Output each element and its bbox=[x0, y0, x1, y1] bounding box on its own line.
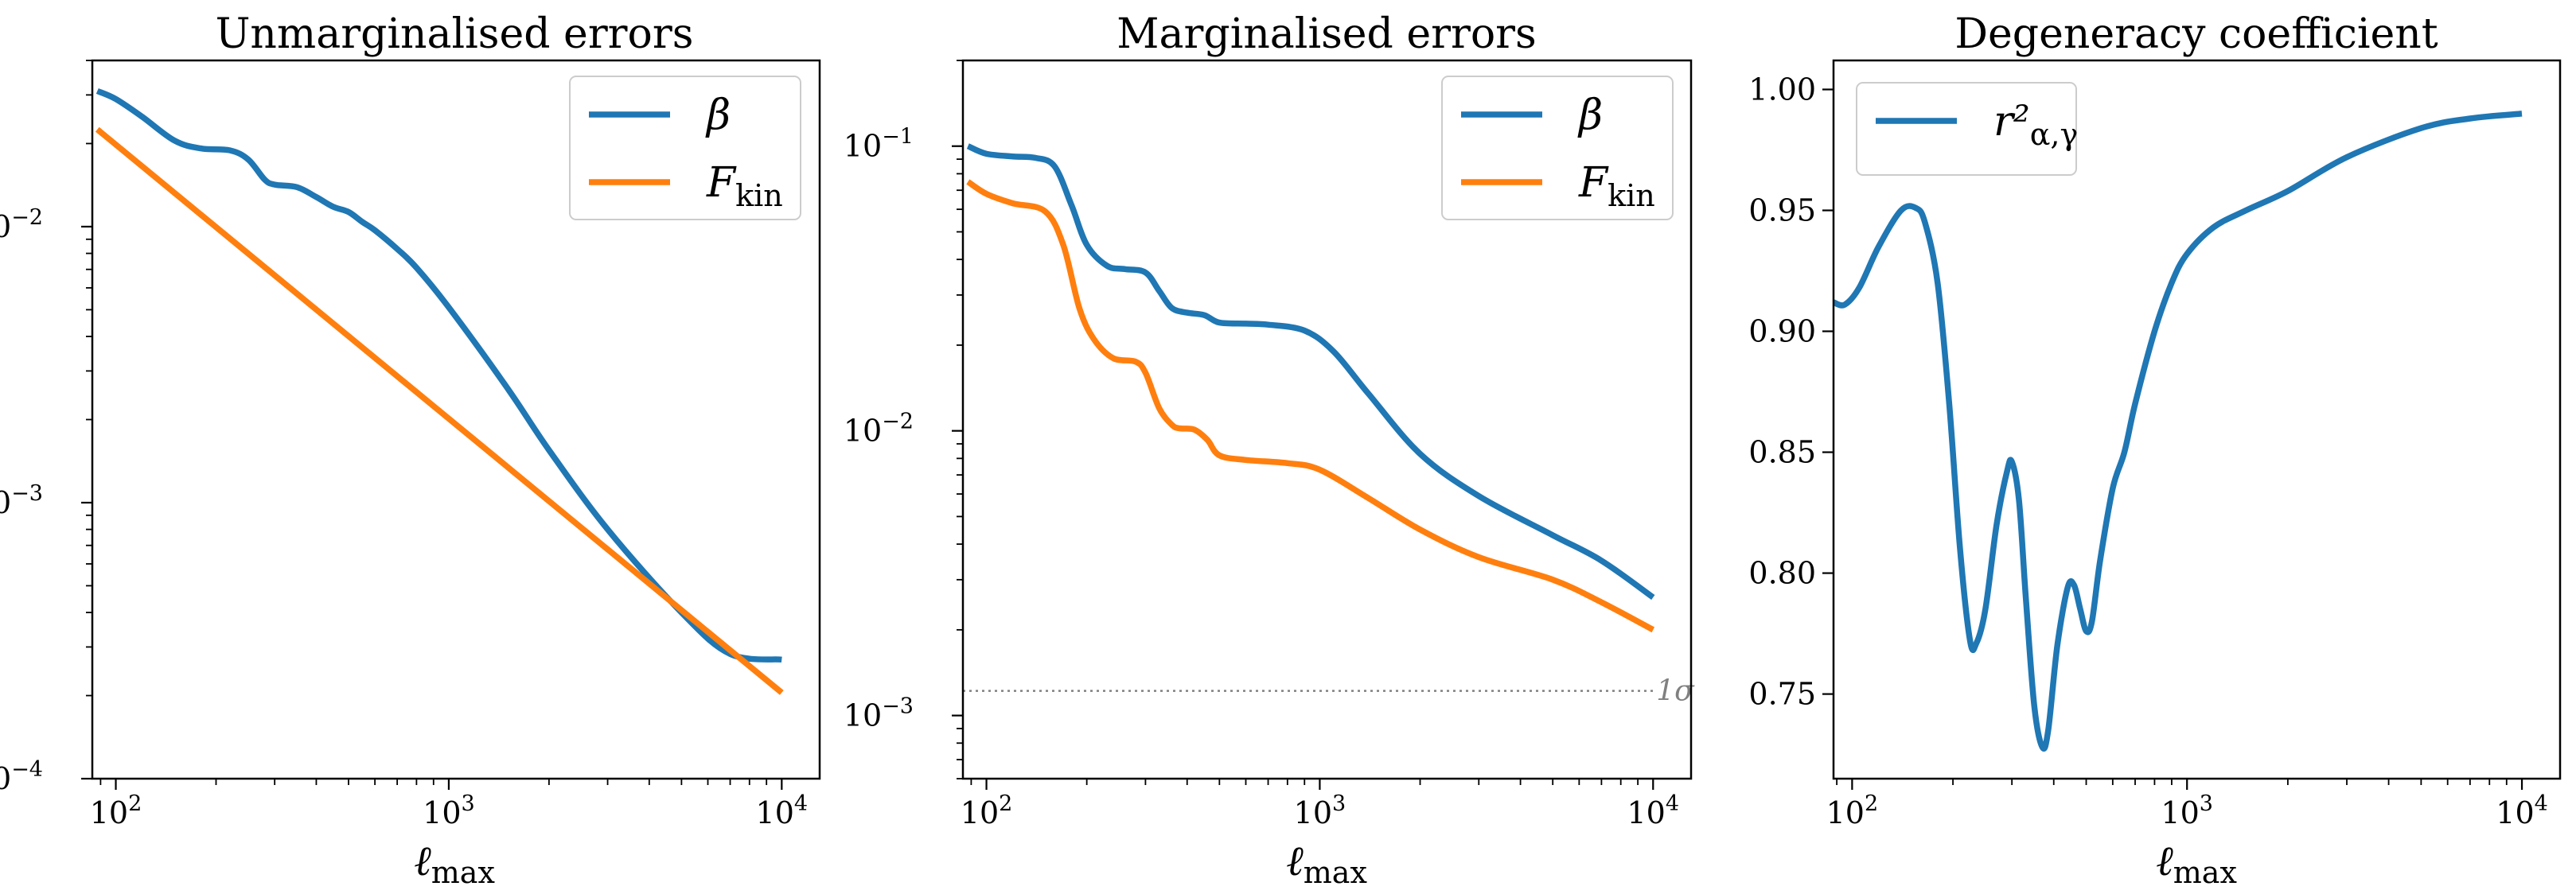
legend-entry-label: Fkin bbox=[1578, 159, 1655, 213]
chart-title: Degeneracy coefficient bbox=[1954, 10, 2438, 58]
y-tick-label: 10−1 bbox=[844, 125, 914, 164]
plot-area: 102 103 104 10−3 10−2 10−1 1σ β Fkin bbox=[844, 60, 1695, 830]
y-tick-label: 10−3 bbox=[0, 481, 43, 520]
x-axis-label: ℓmax bbox=[1286, 838, 1367, 890]
legend-entry-label: β bbox=[1577, 91, 1603, 139]
plot-area: 102 103 104 0.75 0.80 0.85 0.90 0.95 1.00 r²α,γ bbox=[1748, 72, 2547, 830]
x-tick-label: 102 bbox=[90, 791, 142, 830]
series-line-blue bbox=[966, 143, 1655, 601]
y-tick-label: 10−2 bbox=[844, 410, 914, 449]
y-tick-label: 10−2 bbox=[0, 205, 43, 244]
legend-entry-label: r²α,γ bbox=[1993, 98, 2078, 152]
x-tick-label: 102 bbox=[1826, 791, 1879, 830]
series-line-blue bbox=[95, 87, 782, 663]
y-tick-label: 1.00 bbox=[1748, 72, 1816, 107]
x-tick-label: 104 bbox=[1627, 791, 1680, 830]
chart-title: Unmarginalised errors bbox=[216, 10, 694, 58]
chart-title: Marginalised errors bbox=[1117, 10, 1536, 58]
series-line-blue bbox=[1834, 111, 2523, 752]
plot-area: 102 103 104 10−4 10−3 10−2 β Fkin bbox=[0, 60, 808, 830]
y-tick-label: 10−3 bbox=[844, 694, 914, 733]
x-axis-label: ℓmax bbox=[414, 838, 495, 890]
series-line-orange bbox=[95, 126, 784, 695]
y-tick-label: 0.85 bbox=[1748, 435, 1816, 470]
x-axis-label: ℓmax bbox=[2156, 838, 2237, 890]
x-tick-label: 103 bbox=[423, 791, 475, 830]
y-tick-label: 0.90 bbox=[1748, 314, 1816, 349]
plot-frame bbox=[1832, 59, 2562, 780]
y-tick-label: 0.80 bbox=[1748, 556, 1816, 591]
legend-box bbox=[1856, 82, 2077, 176]
y-tick-label: 0.95 bbox=[1748, 193, 1816, 228]
y-tick-label: 10−4 bbox=[0, 757, 43, 796]
plot-frame bbox=[961, 59, 1693, 780]
legend-entry-label: β bbox=[705, 91, 731, 139]
y-tick-label: 0.75 bbox=[1748, 677, 1816, 712]
panel-marginalised-errors: Marginalised errors 102 103 104 10−3 10−2 10−… bbox=[844, 10, 1695, 890]
reference-line-label: 1σ bbox=[1656, 675, 1695, 708]
x-tick-label: 103 bbox=[1294, 791, 1346, 830]
plot-frame bbox=[91, 59, 821, 780]
panel-degeneracy-coefficient: Degeneracy coefficient 102 103 104 0.75 0.80… bbox=[1748, 10, 2562, 890]
panel-unmarginalised-errors: Unmarginalised errors 10210310410−410−31… bbox=[0, 10, 821, 890]
legend-entry-label: Fkin bbox=[706, 159, 783, 213]
x-tick-label: 104 bbox=[756, 791, 809, 830]
series-line-orange bbox=[966, 179, 1655, 633]
x-tick-label: 103 bbox=[2161, 791, 2213, 830]
x-tick-label: 102 bbox=[961, 791, 1013, 830]
x-tick-label: 104 bbox=[2496, 791, 2548, 830]
